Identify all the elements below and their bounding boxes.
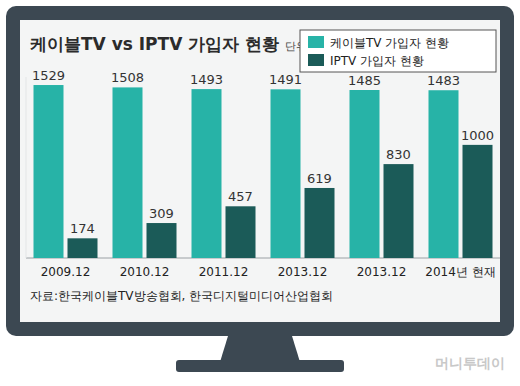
bar [271, 89, 301, 258]
data-label: 830 [386, 147, 411, 162]
data-label: 1000 [461, 128, 494, 143]
bar [384, 164, 414, 258]
x-tick-label: 2013.12 [278, 265, 328, 279]
chart-svg: 케이블TV vs IPTV 가입자 현황단위:만명케이블TV 가입자 현황IPT… [0, 0, 520, 386]
title: 케이블TV vs IPTV 가입자 현황 [30, 34, 279, 54]
data-label: 1483 [427, 73, 460, 88]
data-label: 1493 [190, 72, 223, 87]
bar [113, 87, 143, 258]
data-labels: 1529 174 1508 309 1493 457 1491 619 1485 830 1483 1… [32, 68, 494, 236]
bar [34, 85, 64, 258]
bar [463, 145, 493, 258]
source: 자료:한국케이블TV방송협회, 한국디지털미디어산업협회 [30, 289, 333, 303]
x-tick-label: 2014년 현재 [425, 265, 495, 279]
bars [34, 85, 493, 258]
monitor-neck [220, 336, 300, 362]
legend-box [300, 30, 496, 72]
legend-swatch [308, 36, 324, 48]
chart-root: 케이블TV vs IPTV 가입자 현황단위:만명케이블TV 가입자 현황IPT… [0, 0, 520, 386]
x-tick-label: 2011.12 [199, 265, 249, 279]
data-label: 1529 [32, 68, 65, 83]
monitor-base [176, 360, 344, 372]
bar [68, 238, 98, 258]
bar [147, 223, 177, 258]
legend-swatch [308, 54, 324, 66]
monitor-frame [6, 6, 514, 336]
data-label: 1485 [348, 73, 381, 88]
legend-label: IPTV 가입자 현황 [330, 54, 424, 68]
x-tick-label: 2009.12 [41, 265, 91, 279]
legend-label: 케이블TV 가입자 현황 [330, 36, 449, 50]
monitor-screen [20, 20, 500, 322]
bar [305, 188, 335, 258]
y-axis-line [26, 77, 27, 258]
data-label: 619 [307, 171, 332, 186]
data-label: 309 [149, 206, 174, 221]
data-label: 174 [70, 221, 95, 236]
bar [429, 90, 459, 258]
bar [226, 206, 256, 258]
legend: 케이블TV 가입자 현황 IPTV 가입자 현황 [300, 30, 496, 72]
bar [192, 89, 222, 258]
data-label: 457 [228, 189, 253, 204]
data-label: 1491 [269, 72, 302, 87]
data-label: 1508 [111, 70, 144, 85]
x-tick-label: 2013.12 [357, 265, 407, 279]
x-tick-label: 2010.12 [120, 265, 170, 279]
bar [350, 90, 380, 258]
watermark: 머니투데이 [435, 355, 505, 371]
